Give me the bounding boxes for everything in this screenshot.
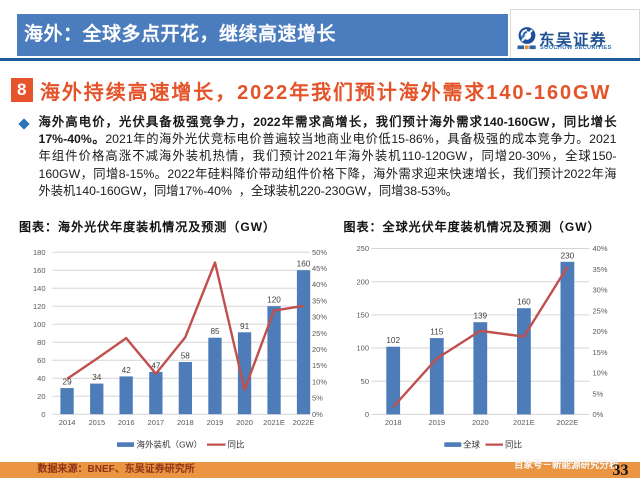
svg-text:20%: 20% <box>312 345 327 354</box>
svg-text:102: 102 <box>386 336 400 345</box>
svg-text:91: 91 <box>240 322 250 331</box>
svg-text:2018: 2018 <box>177 418 194 427</box>
svg-text:25%: 25% <box>593 306 608 315</box>
svg-text:30%: 30% <box>593 286 608 295</box>
svg-text:160: 160 <box>517 298 531 307</box>
svg-text:140: 140 <box>33 284 46 293</box>
svg-text:5%: 5% <box>312 394 323 403</box>
svg-text:120: 120 <box>33 302 46 311</box>
svg-text:139: 139 <box>473 312 487 321</box>
svg-text:100: 100 <box>356 344 369 353</box>
svg-text:115: 115 <box>430 328 443 337</box>
svg-text:50%: 50% <box>312 248 327 257</box>
svg-text:2022E: 2022E <box>293 418 315 427</box>
svg-text:15%: 15% <box>312 361 327 370</box>
svg-text:2017: 2017 <box>148 418 165 427</box>
svg-text:34: 34 <box>92 373 102 382</box>
svg-text:35%: 35% <box>312 296 327 305</box>
svg-text:200: 200 <box>356 277 369 286</box>
svg-text:0: 0 <box>41 410 45 419</box>
svg-text:全球: 全球 <box>463 440 481 450</box>
svg-text:250: 250 <box>356 244 369 253</box>
svg-text:2018: 2018 <box>385 418 402 427</box>
svg-text:2019: 2019 <box>207 418 224 427</box>
svg-text:0: 0 <box>365 410 369 419</box>
svg-text:15%: 15% <box>593 348 608 357</box>
svg-text:同比: 同比 <box>505 440 522 450</box>
svg-text:60: 60 <box>37 356 45 365</box>
svg-text:5%: 5% <box>593 389 604 398</box>
svg-text:2019: 2019 <box>428 418 445 427</box>
svg-text:20%: 20% <box>593 327 608 336</box>
svg-text:2020: 2020 <box>236 418 253 427</box>
svg-text:40: 40 <box>37 374 45 383</box>
svg-text:100: 100 <box>33 320 46 329</box>
svg-text:80: 80 <box>37 338 45 347</box>
svg-text:29: 29 <box>63 378 73 387</box>
svg-text:120: 120 <box>267 296 281 305</box>
svg-text:42: 42 <box>122 366 132 375</box>
svg-text:10%: 10% <box>312 377 327 386</box>
svg-text:20: 20 <box>37 392 45 401</box>
svg-text:2020: 2020 <box>472 418 489 427</box>
svg-text:35%: 35% <box>593 265 608 274</box>
svg-text:同比: 同比 <box>228 440 245 450</box>
svg-text:2021E: 2021E <box>513 418 535 427</box>
svg-text:40%: 40% <box>312 280 327 289</box>
svg-text:0%: 0% <box>312 410 323 419</box>
svg-text:25%: 25% <box>312 329 327 338</box>
svg-text:160: 160 <box>297 260 311 269</box>
svg-text:50: 50 <box>361 377 369 386</box>
svg-text:40%: 40% <box>593 244 608 253</box>
svg-text:150: 150 <box>356 311 369 320</box>
svg-text:230: 230 <box>561 251 575 260</box>
svg-text:58: 58 <box>181 352 191 361</box>
svg-text:160: 160 <box>33 266 46 275</box>
svg-text:30%: 30% <box>312 313 327 322</box>
svg-text:45%: 45% <box>312 264 327 273</box>
svg-text:海外装机（GW）: 海外装机（GW） <box>137 440 203 450</box>
svg-text:2021E: 2021E <box>263 418 285 427</box>
svg-text:0%: 0% <box>593 410 604 419</box>
svg-text:2022E: 2022E <box>557 418 579 427</box>
svg-text:2016: 2016 <box>118 418 135 427</box>
svg-text:85: 85 <box>210 327 220 336</box>
svg-text:47: 47 <box>151 361 161 370</box>
svg-text:180: 180 <box>33 248 46 257</box>
svg-text:10%: 10% <box>593 369 608 378</box>
svg-text:2015: 2015 <box>88 418 105 427</box>
svg-text:2014: 2014 <box>59 418 76 427</box>
